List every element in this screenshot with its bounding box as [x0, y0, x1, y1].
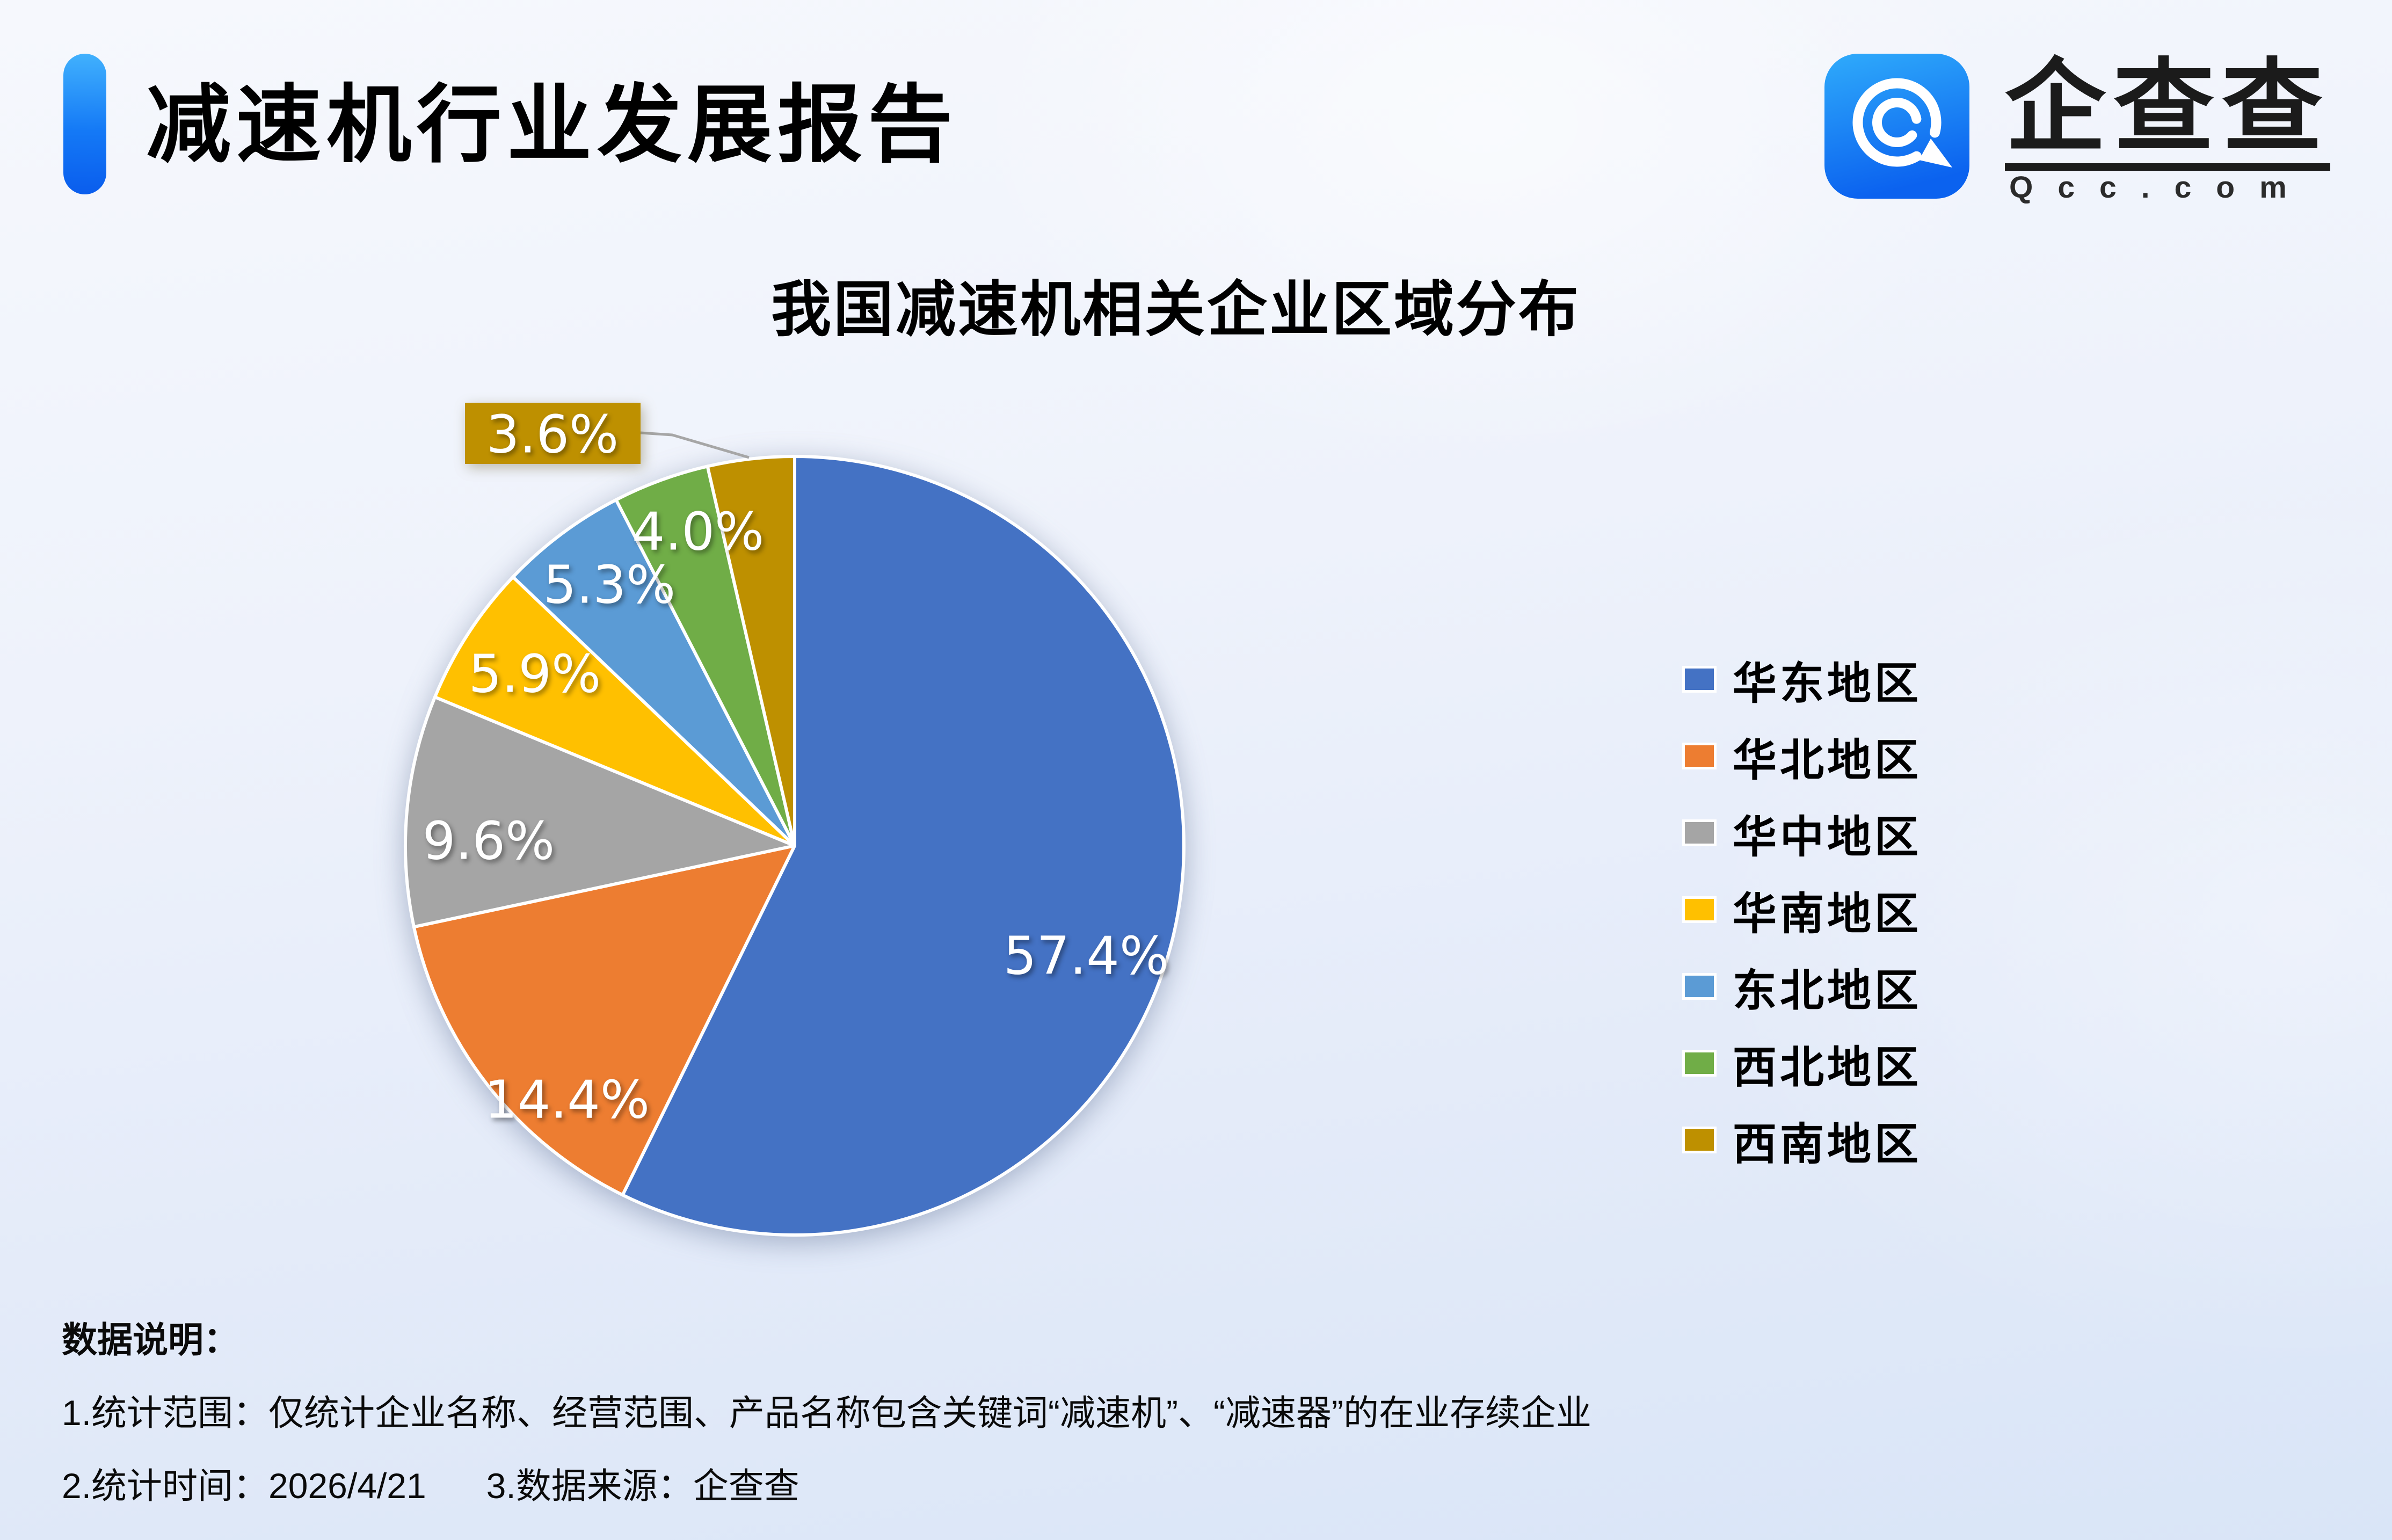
legend-label: 华北地区: [1733, 736, 1922, 785]
pie-label-西北地区: 4.0%: [632, 502, 764, 562]
header-accent-bar: [63, 54, 106, 194]
pie-label-华东地区: 57.4%: [1004, 926, 1169, 986]
legend-item-华中地区: 华中地区: [1685, 807, 1922, 862]
pie-slice-华东地区: [621, 455, 1186, 1237]
legend-item-东北地区: 东北地区: [1685, 961, 1922, 1015]
brand-char: 查: [2222, 50, 2330, 171]
legend-label: 华中地区: [1733, 812, 1922, 862]
legend-swatch: [1685, 1052, 1714, 1074]
qcc-logo-domain: Qcc.com: [2009, 170, 2311, 205]
pie-slice-华中地区: [403, 695, 796, 929]
qcc-logo-wordmark: 企查查: [2005, 50, 2330, 171]
pie-callout-box: [465, 403, 641, 464]
pie-slice-东北地区: [511, 498, 796, 847]
page-title: 减速机行业发展报告: [146, 78, 958, 172]
data-source-text: 3.数据来源：企查查: [486, 1466, 799, 1506]
legend-item-西北地区: 西北地区: [1685, 1037, 1922, 1092]
legend-swatch: [1685, 669, 1714, 690]
chart-title: 我国减速机相关企业区域分布: [771, 276, 1581, 343]
pie-label-东北地区: 5.3%: [543, 555, 675, 615]
legend-swatch: [1685, 1129, 1714, 1151]
legend: 华东地区华北地区华中地区华南地区东北地区西北地区西南地区: [1685, 653, 1922, 1169]
legend-item-华北地区: 华北地区: [1685, 730, 1922, 785]
footer-note-line2: 2.统计时间：2026/4/21 3.数据来源：企查查: [62, 1457, 799, 1509]
footer-note-heading: 数据说明：: [62, 1320, 239, 1360]
brand-char: 企: [2005, 50, 2113, 171]
brand-char: 查: [2113, 50, 2222, 171]
legend-label: 西北地区: [1733, 1043, 1922, 1092]
legend-item-西南地区: 西南地区: [1685, 1114, 1922, 1169]
legend-label: 华东地区: [1733, 659, 1922, 708]
legend-label: 西南地区: [1733, 1120, 1922, 1169]
pie-callout-leader-line: [640, 431, 750, 459]
pie-callout-label: 3.6%: [486, 404, 619, 465]
pie-slice-华南地区: [433, 575, 796, 847]
pie-slice-华北地区: [412, 844, 796, 1197]
pie-slice-西南地区: [706, 455, 796, 847]
qcc-logo-icon: [1824, 54, 1969, 199]
pie-label-华南地区: 5.9%: [469, 644, 601, 704]
legend-label: 华南地区: [1733, 889, 1922, 939]
stat-time-text: 2.统计时间：2026/4/21: [62, 1466, 426, 1506]
legend-swatch: [1685, 745, 1714, 767]
qcc-logo: 企查查 Qcc.com: [1824, 50, 2340, 205]
pie-label-华中地区: 9.6%: [423, 811, 555, 871]
legend-swatch: [1685, 822, 1714, 844]
legend-item-华东地区: 华东地区: [1685, 653, 1922, 708]
legend-item-华南地区: 华南地区: [1685, 884, 1922, 939]
pie-slice-西北地区: [614, 464, 796, 847]
legend-label: 东北地区: [1733, 966, 1922, 1015]
footer-note-line1: 1.统计范围：仅统计企业名称、经营范围、产品名称包含关键词“减速机”、“减速器”…: [62, 1393, 1591, 1433]
legend-swatch: [1685, 976, 1714, 997]
legend-swatch: [1685, 899, 1714, 920]
pie-label-华北地区: 14.4%: [484, 1070, 650, 1130]
